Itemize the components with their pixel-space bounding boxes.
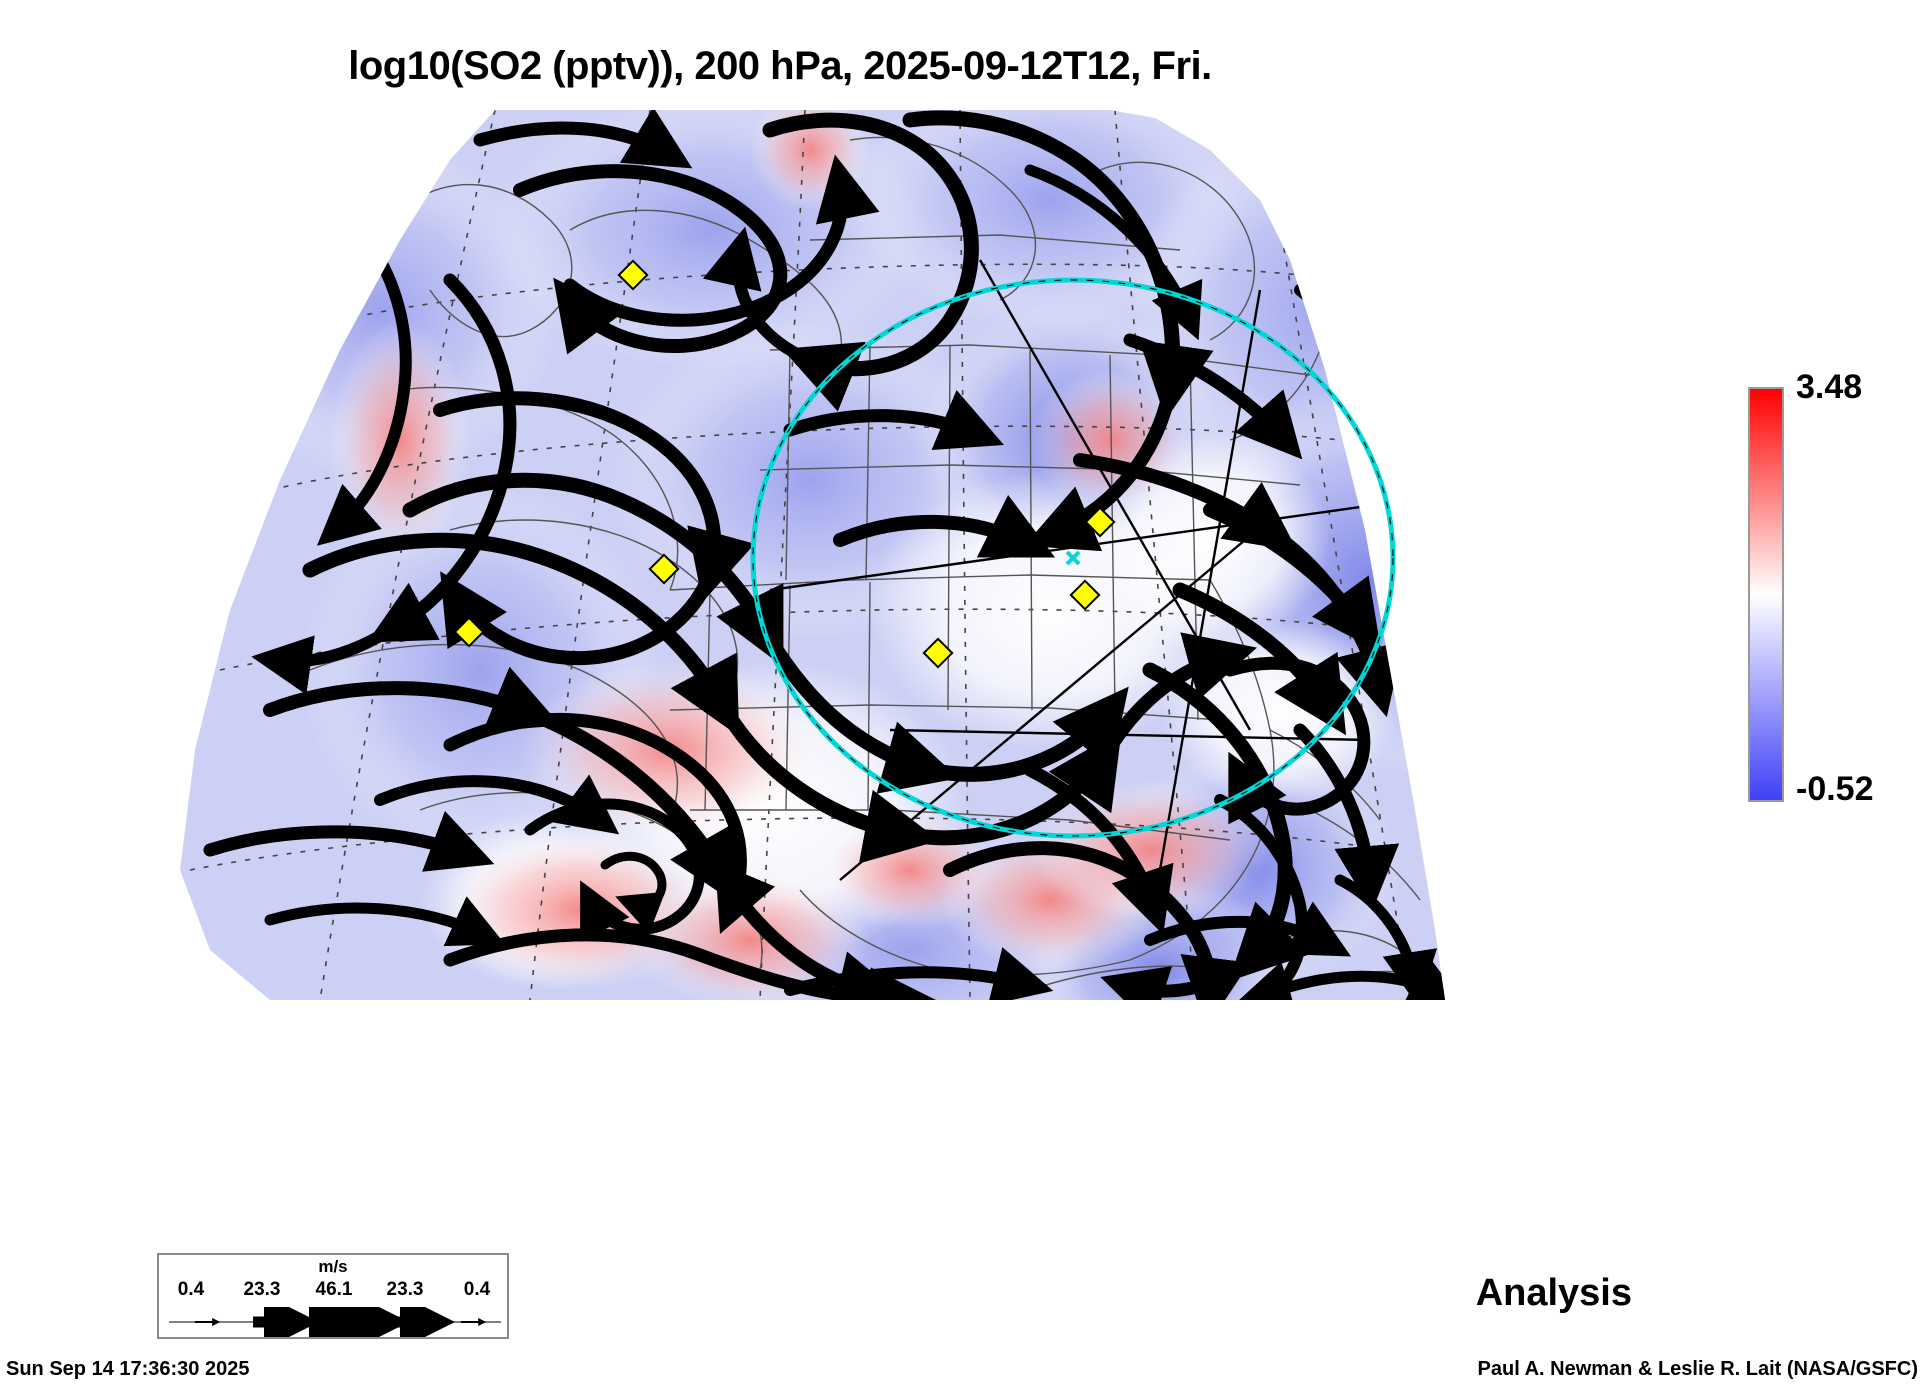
- wind-legend-units-label: m/s: [318, 1257, 348, 1276]
- map-svg[interactable]: [150, 110, 1570, 1010]
- site-crosshair-marker[interactable]: [1065, 550, 1081, 566]
- so2-shading-layer: [180, 110, 1445, 1000]
- wind-tick-label: 46.1: [315, 1279, 353, 1300]
- wind-speed-legend: m/s 0.4 23.3 46.1 23.3 0.4: [157, 1253, 509, 1339]
- lat-lon-graticule: [189, 110, 1411, 1000]
- wind-streamlines: [203, 110, 1445, 1000]
- station-markers[interactable]: [453, 259, 1116, 669]
- wind-tick-label: 0.4: [177, 1279, 205, 1300]
- flight-track-lines: [769, 259, 1411, 881]
- station-marker[interactable]: [648, 553, 680, 585]
- colorbar-gradient: [1748, 387, 1784, 802]
- station-marker[interactable]: [922, 637, 954, 669]
- wind-legend-arrows: [169, 1307, 501, 1337]
- station-marker[interactable]: [453, 616, 485, 648]
- analysis-label: Analysis: [1475, 1272, 1632, 1314]
- wind-tick-label: 0.4: [463, 1279, 491, 1300]
- page-title: log10(SO2 (pptv)), 200 hPa, 2025-09-12T1…: [348, 44, 1212, 88]
- station-marker[interactable]: [1069, 579, 1101, 611]
- wind-tick-label: 23.3: [243, 1279, 281, 1300]
- station-marker[interactable]: [617, 259, 649, 291]
- render-timestamp: Sun Sep 14 17:36:30 2025: [6, 1358, 250, 1380]
- colorbar-min-label: -0.52: [1796, 770, 1874, 808]
- cyan-range-circle: [750, 277, 1396, 839]
- station-marker[interactable]: [1084, 506, 1116, 538]
- colorbar: 3.48 -0.52: [1700, 310, 1926, 850]
- wind-tick-label: 23.3: [386, 1279, 424, 1300]
- author-credits: Paul A. Newman & Leslie R. Lait (NASA/GS…: [1477, 1358, 1918, 1380]
- map-canvas[interactable]: [150, 110, 1570, 1010]
- colorbar-max-label: 3.48: [1796, 368, 1863, 406]
